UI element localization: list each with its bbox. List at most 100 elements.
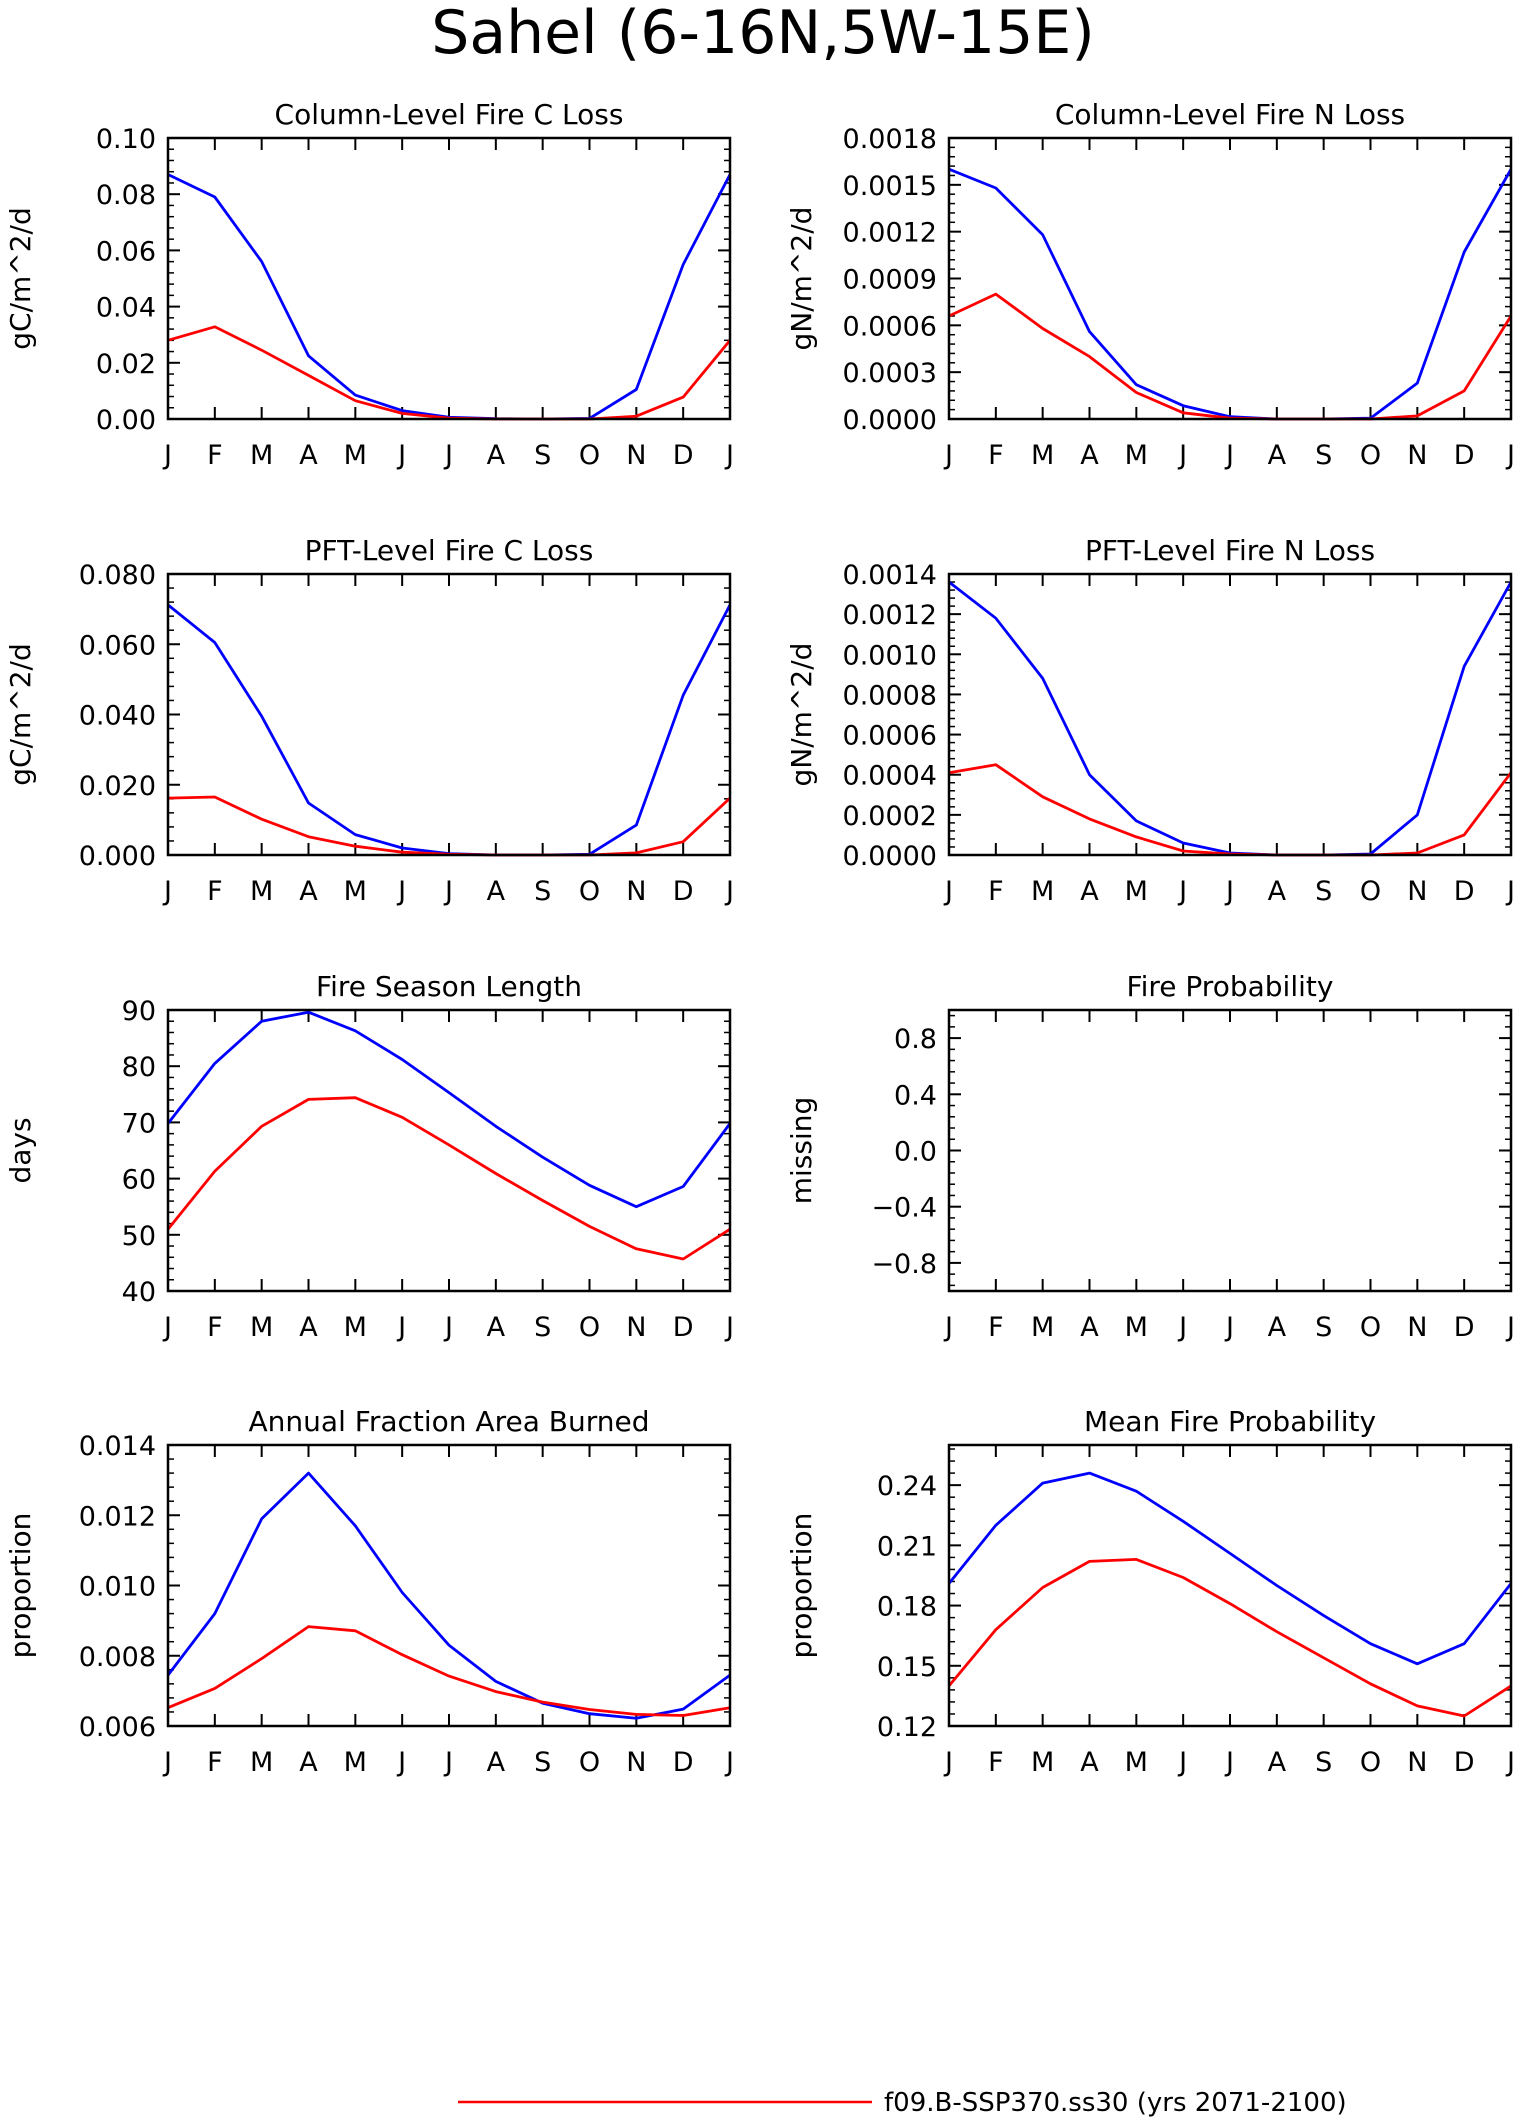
x-tick-label: D (673, 876, 694, 907)
x-tick-label: A (299, 876, 318, 907)
chart-panel-4: PFT-Level Fire N Loss gN/m^2/d 0.0000 0.000… (785, 534, 1515, 907)
y-tick-label: 0.006 (79, 1712, 156, 1743)
y-tick-label: 0.06 (96, 236, 156, 267)
x-tick-label: F (988, 1312, 1004, 1343)
plot-frame (947, 1443, 1513, 1728)
x-tick-label: J (1505, 1747, 1515, 1778)
series-line-1 (948, 580, 1513, 857)
x-tick-label: M (1125, 1312, 1148, 1343)
x-tick-label: S (534, 1747, 551, 1778)
x-tick-label: N (1407, 1747, 1427, 1778)
y-axis-label: proportion (4, 1513, 37, 1659)
x-tick-label: J (1224, 876, 1234, 907)
panel-title: Annual Fraction Area Burned (249, 1405, 650, 1438)
x-tick-label: O (579, 1312, 600, 1343)
series-line-2 (947, 1558, 1512, 1718)
legend: f09.B-SSP370.ss30 (yrs 2071-2100) (458, 2088, 1347, 2118)
x-tick-label: M (250, 440, 273, 471)
series-line-2 (167, 1625, 731, 1717)
y-tick-label: 0.0018 (843, 124, 937, 155)
x-tick-label: J (443, 440, 453, 471)
plot-frame (947, 572, 1513, 857)
x-tick-label: J (443, 1312, 453, 1343)
x-tick-label: F (207, 1747, 223, 1778)
y-tick-label: 0.014 (79, 1431, 156, 1462)
y-axis-label: gN/m^2/d (785, 643, 818, 787)
x-tick-label: A (299, 1312, 318, 1343)
plot-frame (166, 1443, 732, 1728)
x-tick-label: M (1031, 440, 1054, 471)
x-tick-label: J (943, 1747, 953, 1778)
y-tick-label: 0.21 (877, 1531, 937, 1562)
x-tick-label: M (1031, 1747, 1054, 1778)
x-tick-label: M (344, 440, 367, 471)
y-tick-label: 0.0008 (843, 680, 937, 711)
y-tick-label: 0.0002 (843, 801, 937, 832)
x-tick-label: M (1031, 1312, 1054, 1343)
y-axis-label: gC/m^2/d (4, 207, 37, 350)
x-tick-label: N (626, 440, 646, 471)
x-tick-label: O (579, 876, 600, 907)
x-tick-label: A (1268, 440, 1287, 471)
x-tick-label: A (299, 1747, 318, 1778)
x-tick-label: D (1454, 1747, 1475, 1778)
y-tick-label: 90 (122, 996, 156, 1027)
x-tick-label: F (988, 440, 1004, 471)
x-tick-label: D (1454, 1312, 1475, 1343)
x-tick-label: A (1268, 1312, 1287, 1343)
x-tick-label: M (1031, 876, 1054, 907)
series-line-1 (166, 1471, 731, 1720)
x-tick-label: J (724, 1747, 734, 1778)
y-tick-label: 0.08 (96, 180, 156, 211)
y-axis-label: days (4, 1117, 37, 1183)
x-tick-label: F (988, 876, 1004, 907)
x-tick-label: N (626, 1312, 646, 1343)
x-tick-label: J (943, 440, 953, 471)
panel-title: Fire Season Length (316, 970, 582, 1003)
x-tick-label: N (1407, 876, 1427, 907)
x-tick-label: M (344, 1747, 367, 1778)
y-tick-label: 50 (122, 1221, 156, 1252)
panel-title: Column-Level Fire C Loss (275, 98, 624, 131)
x-tick-label: J (1177, 876, 1187, 907)
y-tick-label: 0.0000 (843, 405, 937, 436)
x-tick-label: J (1505, 440, 1515, 471)
x-tick-label: D (673, 440, 694, 471)
chart-panel-7: Annual Fraction Area Burned proportion 0.0… (4, 1405, 734, 1778)
x-tick-label: O (1360, 1312, 1381, 1343)
x-tick-label: M (344, 1312, 367, 1343)
x-tick-label: F (207, 876, 223, 907)
y-tick-label: −0.4 (871, 1193, 937, 1224)
x-tick-label: J (396, 1312, 406, 1343)
x-tick-label: S (1315, 1747, 1332, 1778)
plot-frame (947, 136, 1513, 421)
series-line-1 (167, 173, 732, 421)
x-tick-label: J (724, 1312, 734, 1343)
y-tick-label: 0.0015 (843, 171, 937, 202)
series-line-2 (166, 1096, 731, 1261)
x-tick-label: J (1224, 440, 1234, 471)
series-line-2 (167, 325, 732, 421)
x-tick-label: J (1177, 1747, 1187, 1778)
x-tick-label: J (724, 440, 734, 471)
plot-frame (166, 136, 732, 421)
chart-panel-3: PFT-Level Fire C Loss gC/m^2/d 0.000 0.020 0… (4, 534, 734, 907)
y-axis-label: missing (785, 1097, 818, 1205)
y-tick-label: 60 (122, 1165, 156, 1196)
panel-title: PFT-Level Fire N Loss (1085, 534, 1375, 567)
x-tick-label: J (1224, 1747, 1234, 1778)
x-tick-label: J (943, 1312, 953, 1343)
x-tick-label: N (626, 876, 646, 907)
x-tick-label: J (162, 1747, 172, 1778)
y-tick-label: 0.012 (79, 1501, 156, 1532)
panel-title: Column-Level Fire N Loss (1055, 98, 1405, 131)
x-tick-label: D (673, 1312, 694, 1343)
x-tick-label: J (1177, 440, 1187, 471)
y-tick-label: 0.02 (96, 349, 156, 380)
x-tick-label: M (344, 876, 367, 907)
y-tick-label: 0.0003 (843, 358, 937, 389)
chart-panel-2: Column-Level Fire N Loss gN/m^2/d 0.0000 0.… (785, 98, 1515, 471)
x-tick-label: A (1080, 876, 1099, 907)
x-tick-label: J (162, 876, 172, 907)
series-line-1 (166, 1010, 732, 1209)
